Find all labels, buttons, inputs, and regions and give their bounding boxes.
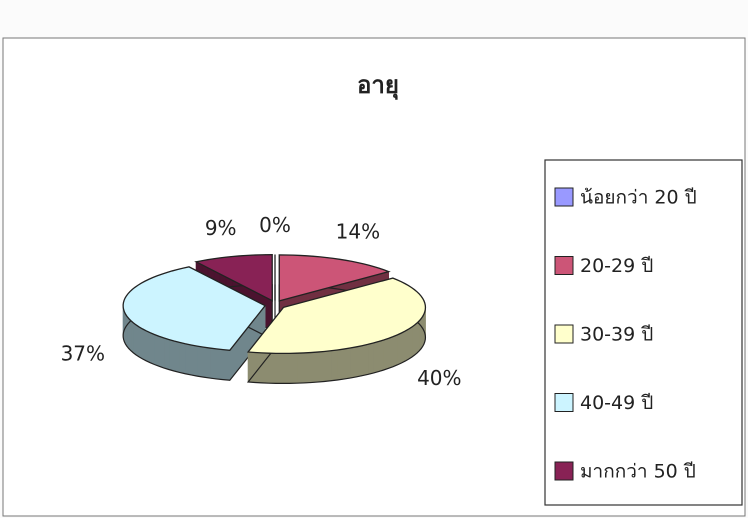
slice-wall [149, 332, 155, 365]
slice-wall [145, 330, 151, 364]
legend-swatch [554, 393, 574, 412]
slice-wall [337, 348, 345, 381]
slice-wall [414, 322, 418, 356]
slice-wall [404, 328, 409, 362]
pie-slice [194, 254, 273, 302]
data-label: 37% [61, 342, 105, 366]
slice-wall [222, 349, 231, 381]
slice-wall [173, 340, 180, 373]
slice-wall [142, 328, 147, 362]
slice-wall [190, 344, 198, 377]
legend-label: น้อยกว่า 20 ปี [580, 187, 697, 209]
pie-slice [278, 254, 391, 302]
slice-wall [388, 336, 394, 369]
legend-swatch [554, 324, 574, 344]
slice-wall [135, 324, 140, 358]
slice-wall [401, 330, 406, 364]
slice-wall [392, 334, 398, 368]
data-label: 0% [259, 213, 291, 237]
slice-wall [303, 352, 311, 384]
pie-slice [246, 277, 427, 355]
slice-wall [209, 347, 217, 380]
data-label: 9% [205, 216, 237, 240]
slice-wall [397, 332, 402, 366]
slice-wall [203, 346, 211, 379]
slice-wall [408, 326, 413, 360]
slice-wall [323, 350, 332, 382]
slice-wall [383, 337, 389, 371]
legend [544, 159, 743, 506]
slice-wall [372, 341, 379, 374]
data-label: 40% [417, 366, 461, 390]
legend-swatch [554, 461, 574, 481]
slice-wall [282, 353, 291, 384]
slice-wall [154, 334, 160, 367]
slice-wall [289, 352, 298, 384]
legend-swatch [554, 256, 574, 275]
slice-wall [216, 348, 224, 380]
slice-wall [378, 339, 384, 372]
slice-wall [355, 345, 363, 378]
slice-wall [367, 342, 374, 375]
legend-label: 40-49 ปี [580, 392, 653, 414]
slice-wall [275, 353, 284, 384]
slice-wall [268, 352, 277, 384]
legend-label: 30-39 ปี [580, 324, 653, 346]
slice-wall [411, 324, 415, 358]
data-label: 14% [336, 219, 380, 243]
chart-title: อายุ [357, 71, 399, 101]
legend-swatch [554, 187, 574, 207]
slice-wall [158, 335, 165, 369]
slice-wall [361, 344, 369, 377]
legend-label: มากกว่า 50 ปี [580, 461, 696, 483]
slice-wall [132, 322, 137, 356]
slice-wall [416, 320, 420, 354]
slice-wall [296, 352, 304, 384]
slice-wall [196, 345, 204, 378]
slice-wall [168, 339, 175, 372]
slice-wall [349, 346, 357, 379]
slice-wall [317, 351, 325, 383]
slice-wall [138, 326, 143, 360]
pie-slice [122, 266, 267, 351]
slice-wall [163, 337, 170, 370]
slice-wall [343, 347, 351, 380]
slice-wall [130, 319, 134, 354]
slice-bottom-edge [246, 307, 427, 385]
slice-wall [330, 349, 338, 382]
legend-label: 20-29 ปี [580, 255, 653, 277]
slice-wall [179, 342, 186, 375]
slice-wall [184, 343, 192, 376]
slice-wall [310, 351, 318, 383]
